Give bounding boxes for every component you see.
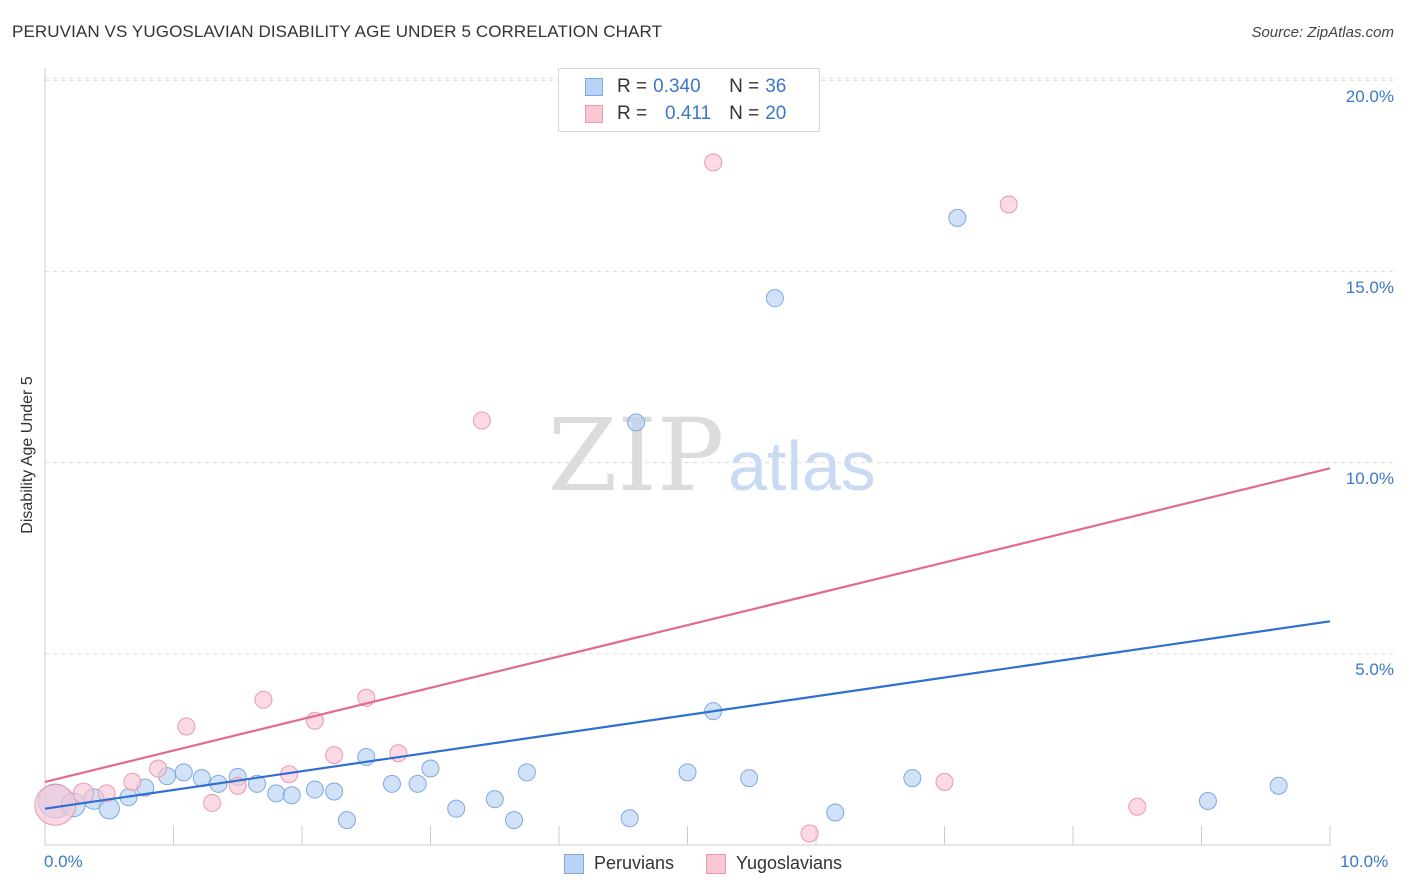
legend-n-value: 36 bbox=[765, 76, 787, 97]
peruvian-point bbox=[421, 759, 440, 778]
yugoslavian-point bbox=[935, 772, 954, 791]
yugoslavian-point bbox=[149, 759, 168, 778]
yugoslavian-point bbox=[325, 746, 344, 765]
peruvian-point bbox=[267, 784, 286, 803]
yugoslavian-point bbox=[1128, 797, 1147, 816]
legend-swatch-yugoslavians bbox=[585, 105, 603, 123]
peruvian-point bbox=[620, 809, 639, 828]
yugoslavian-point bbox=[389, 744, 408, 763]
peruvian-point bbox=[325, 782, 344, 801]
legend-row-peruvians: R = 0.340 N = 36 bbox=[585, 76, 786, 98]
y-tick-15: 15.0% bbox=[1345, 278, 1394, 297]
yugoslavian-point bbox=[177, 717, 196, 736]
legend-row-yugoslavians: R = 0.411 N = 20 bbox=[585, 103, 786, 125]
chart-title: PERUVIAN VS YUGOSLAVIAN DISABILITY AGE U… bbox=[12, 22, 663, 41]
peruvian-point bbox=[248, 774, 267, 793]
legend-item-yugoslavians[interactable]: Yugoslavians bbox=[705, 853, 843, 874]
legend-label-yugoslavians: Yugoslavians bbox=[735, 853, 843, 873]
yugoslavian-point bbox=[704, 153, 723, 172]
peruvian-trend-line bbox=[44, 620, 1331, 810]
legend-swatch-yugoslavians bbox=[705, 853, 726, 874]
peruvian-point bbox=[485, 790, 504, 809]
legend-item-peruvians[interactable]: Peruvians bbox=[563, 853, 674, 874]
peruvian-point bbox=[1269, 776, 1288, 795]
yugoslavian-point bbox=[472, 411, 491, 430]
peruvian-point bbox=[740, 769, 759, 788]
y-tick-10: 10.0% bbox=[1345, 469, 1394, 488]
yugoslavian-point bbox=[203, 793, 222, 812]
peruvian-point bbox=[337, 811, 356, 830]
peruvian-point bbox=[505, 811, 524, 830]
legend-r-label: R = bbox=[617, 76, 648, 97]
series-legend: Peruvians Yugoslavians bbox=[0, 853, 1406, 874]
yugoslavian-point bbox=[123, 772, 142, 791]
yugoslavian-point bbox=[72, 782, 95, 805]
legend-n-value: 20 bbox=[765, 103, 787, 124]
yugoslavian-point bbox=[999, 195, 1018, 214]
x-tick-min: 0.0% bbox=[44, 852, 83, 871]
yugoslavian-point bbox=[254, 690, 273, 709]
yugoslavian-point bbox=[800, 824, 819, 843]
legend-n-label: N = bbox=[729, 103, 760, 124]
legend-label-peruvians: Peruvians bbox=[593, 853, 674, 873]
peruvian-point bbox=[517, 763, 536, 782]
source-label: Source: ZipAtlas.com bbox=[1251, 24, 1394, 41]
legend-n-label: N = bbox=[729, 76, 760, 97]
yugoslavian-point bbox=[97, 784, 116, 803]
peruvian-point bbox=[948, 208, 967, 227]
trend-layer bbox=[44, 467, 1331, 810]
peruvian-point bbox=[282, 786, 301, 805]
stats-legend: R = 0.340 N = 36 R = 0.411 N = 20 bbox=[558, 68, 820, 132]
peruvian-point bbox=[447, 799, 466, 818]
peruvian-point bbox=[305, 780, 324, 799]
peruvian-point bbox=[765, 289, 784, 308]
peruvian-point bbox=[382, 774, 401, 793]
peruvian-point bbox=[903, 769, 922, 788]
y-tick-5: 5.0% bbox=[1355, 660, 1394, 679]
peruvian-point bbox=[826, 803, 845, 822]
peruvian-point bbox=[1198, 792, 1217, 811]
legend-swatch-peruvians bbox=[585, 78, 603, 96]
x-tick-max: 10.0% bbox=[1340, 852, 1389, 871]
yugoslavian-trend-line bbox=[44, 467, 1331, 783]
legend-swatch-peruvians bbox=[563, 853, 584, 874]
peruvian-point bbox=[174, 763, 193, 782]
peruvian-point bbox=[408, 774, 427, 793]
watermark: ZIP atlas bbox=[548, 397, 876, 514]
peruvian-point bbox=[678, 763, 697, 782]
peruvian-point bbox=[627, 413, 646, 432]
legend-r-label: R = bbox=[617, 103, 648, 124]
legend-r-value: 0.340 bbox=[653, 76, 701, 97]
legend-r-value: 0.411 bbox=[664, 103, 712, 124]
y-tick-20: 20.0% bbox=[1345, 87, 1394, 106]
points-layer bbox=[34, 153, 1288, 843]
watermark-atlas: atlas bbox=[728, 427, 876, 505]
